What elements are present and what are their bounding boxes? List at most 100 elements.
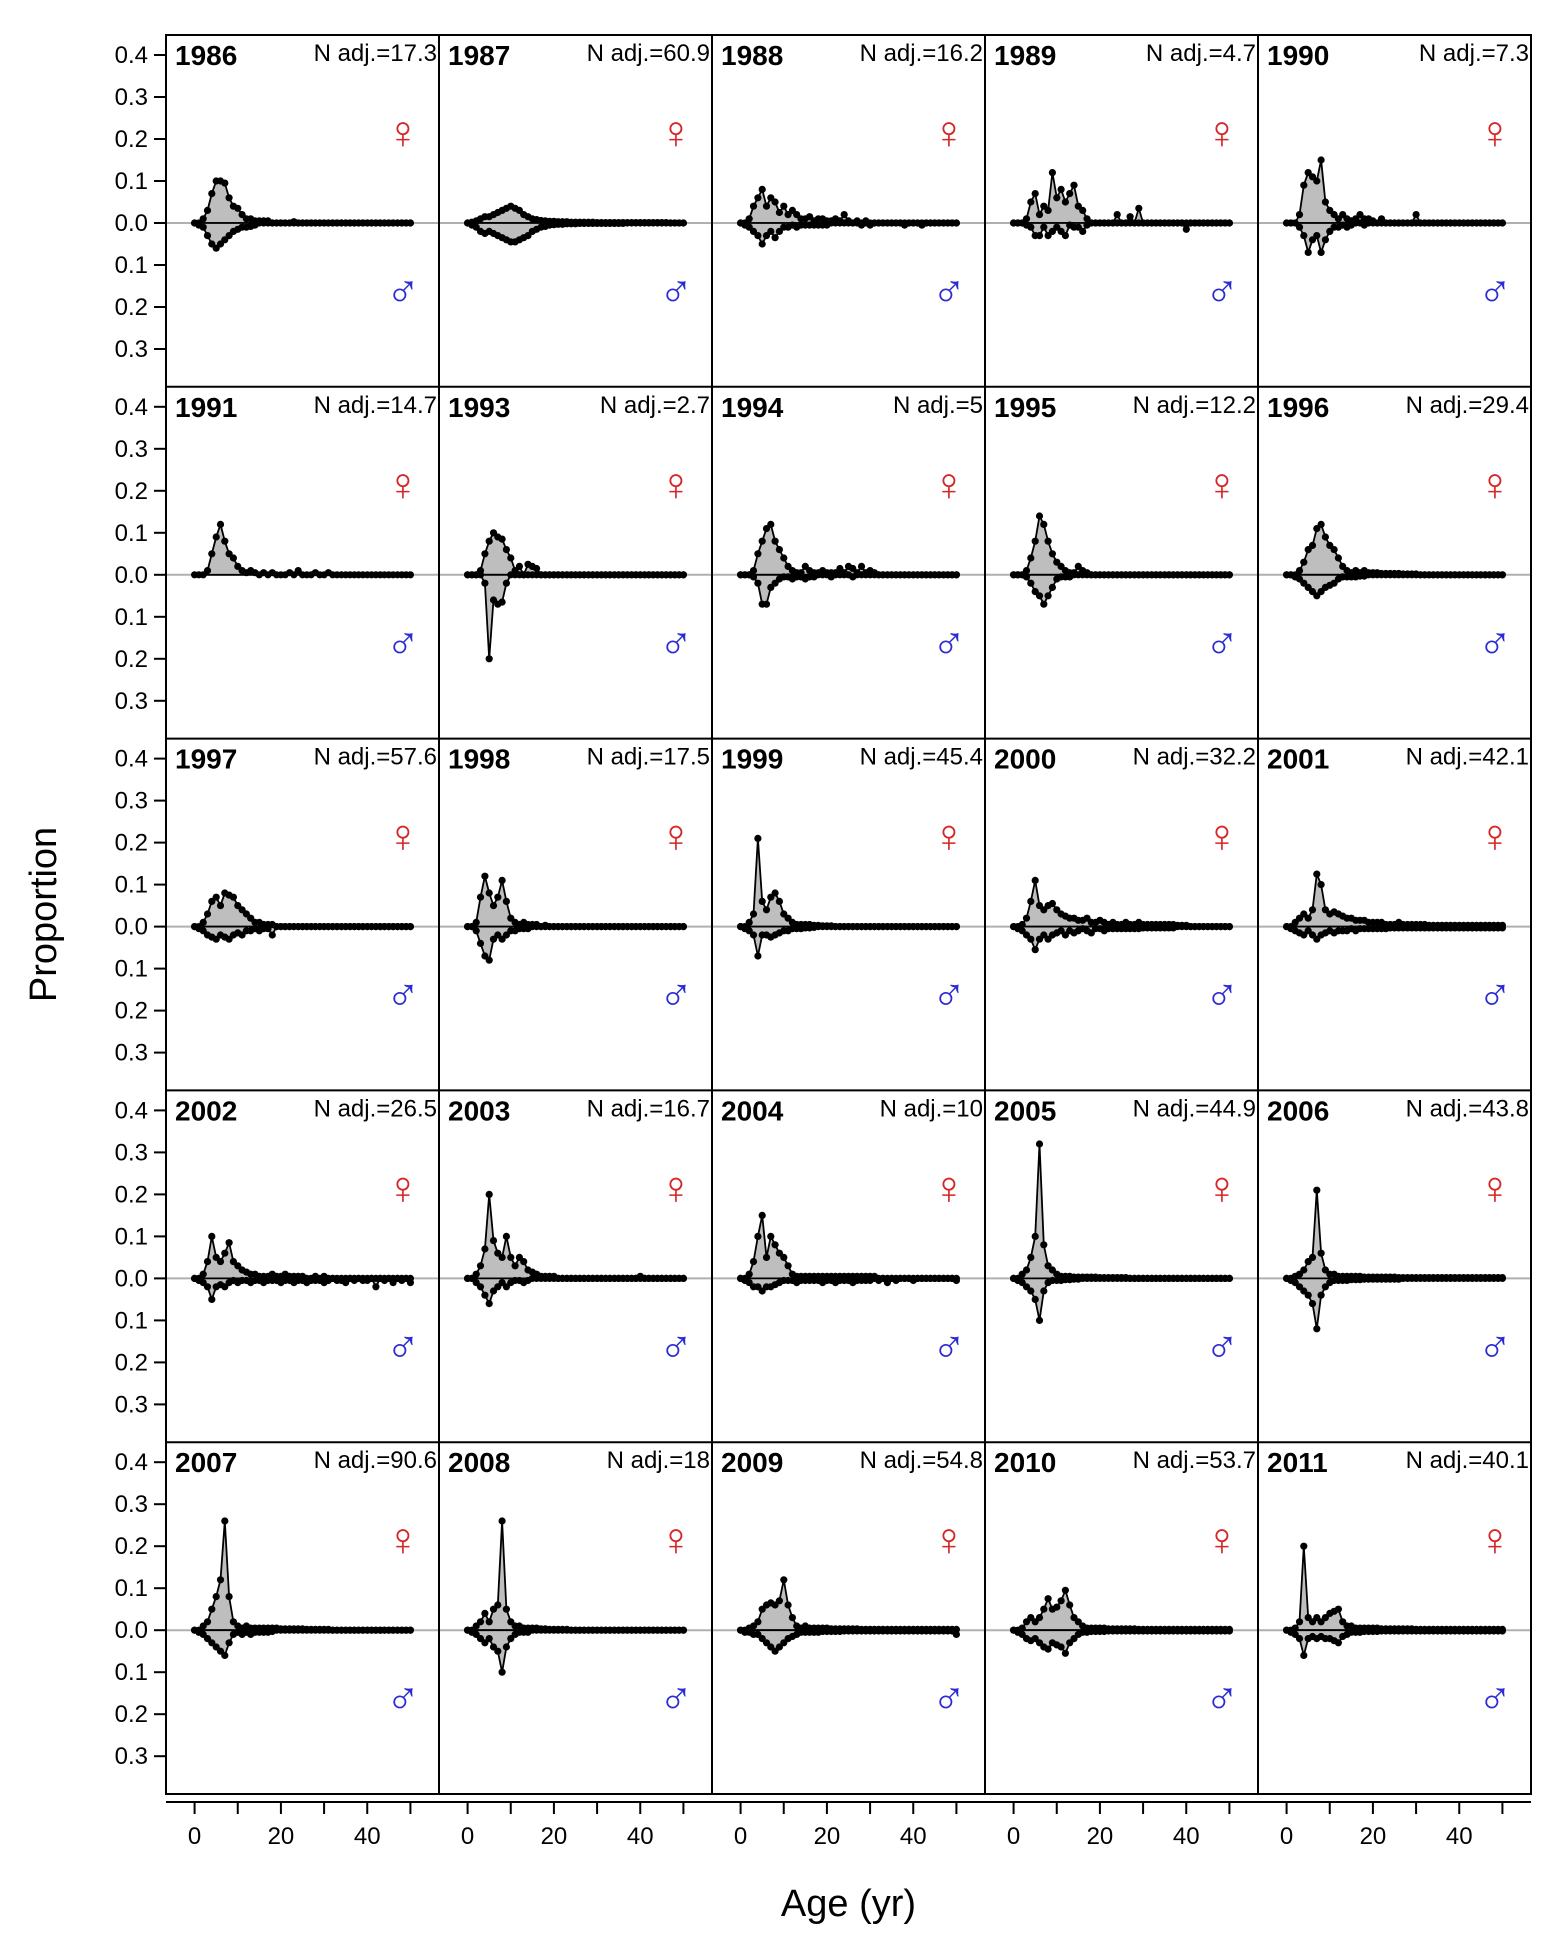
panel-year: 1995 [994, 392, 1056, 423]
male-point [221, 1651, 229, 1659]
y-tick-label: 0.2 [115, 1349, 148, 1376]
female-point [485, 1190, 493, 1198]
male-point [199, 223, 207, 231]
female-point [221, 1249, 229, 1257]
y-tick-label: 0.1 [115, 1223, 148, 1250]
panel-year: 1997 [175, 744, 237, 775]
female-point [212, 533, 220, 541]
male-symbol: ♂ [1478, 617, 1513, 669]
x-tick-label: 20 [1087, 1823, 1114, 1850]
female-point [780, 554, 788, 562]
male-point [1225, 1627, 1233, 1635]
panel-n-adj: N adj.=12.2 [1133, 392, 1256, 419]
female-point [780, 202, 788, 210]
y-tick-label: 0.1 [115, 1575, 148, 1602]
male-point [767, 227, 775, 235]
female-point [1295, 211, 1304, 219]
female-symbol: ♀ [1205, 1513, 1240, 1565]
female-point [1300, 181, 1308, 189]
female-point [225, 1593, 233, 1601]
male-point [1295, 223, 1304, 231]
male-point [754, 232, 762, 240]
female-point [476, 1262, 485, 1270]
female-point [225, 1239, 233, 1247]
male-point [406, 1279, 414, 1287]
male-point [406, 1626, 414, 1634]
male-point [1057, 1643, 1065, 1651]
female-point [1031, 537, 1039, 545]
male-area-1999 [739, 925, 958, 957]
female-point [229, 554, 237, 562]
panel-n-adj: N adj.=42.1 [1406, 744, 1529, 771]
female-point [502, 1232, 510, 1240]
male-point [1304, 1291, 1312, 1299]
panel-n-adj: N adj.=44.9 [1133, 1095, 1256, 1122]
male-point [754, 952, 762, 960]
female-area-1990 [1285, 159, 1504, 224]
y-tick-label: 0.2 [115, 1181, 148, 1208]
male-point [1022, 573, 1031, 581]
male-point [952, 1276, 961, 1285]
male-point [1317, 248, 1325, 256]
female-point [216, 1258, 225, 1266]
female-point [1300, 558, 1308, 566]
x-tick-label: 20 [541, 1823, 568, 1850]
female-point [1061, 198, 1069, 206]
female-point [489, 1237, 498, 1245]
female-point [758, 537, 766, 545]
male-point [758, 240, 766, 248]
female-point [1022, 215, 1031, 223]
y-tick-label: 0.2 [115, 830, 148, 857]
female-point [1031, 1232, 1039, 1240]
female-point [229, 893, 237, 901]
male-point [481, 579, 489, 587]
panel-year: 2009 [721, 1447, 783, 1478]
panel-year: 2001 [1267, 744, 1329, 775]
panel-year: 2002 [175, 1095, 237, 1126]
female-point [212, 893, 220, 901]
male-symbol: ♂ [932, 969, 967, 1021]
female-point [199, 918, 207, 927]
y-tick-label: 0.1 [115, 1659, 148, 1686]
male-symbol: ♂ [659, 617, 694, 669]
male-point [1040, 1287, 1048, 1295]
male-point [1031, 1295, 1039, 1303]
female-point [1308, 1253, 1317, 1261]
x-tick-label: 0 [188, 1823, 201, 1850]
female-point [775, 546, 784, 554]
female-point [1308, 906, 1317, 914]
male-point [749, 931, 758, 939]
panel-year: 2010 [994, 1447, 1056, 1478]
female-point [749, 567, 758, 575]
male-point [679, 571, 688, 579]
male-point [952, 1630, 961, 1638]
male-point [406, 923, 414, 931]
female-point [199, 1270, 207, 1278]
panel-year: 1987 [448, 40, 510, 71]
panel-year: 1990 [1267, 40, 1329, 71]
panel-n-adj: N adj.=57.6 [314, 744, 437, 771]
male-point [203, 232, 212, 240]
male-point [485, 1300, 493, 1308]
male-point [485, 956, 493, 964]
panel-n-adj: N adj.=60.9 [587, 40, 710, 67]
panel-year: 1988 [721, 40, 783, 71]
female-point [754, 1618, 762, 1626]
female-point [1031, 876, 1039, 885]
y-tick-label: 0.0 [115, 210, 148, 237]
female-point [502, 546, 510, 554]
female-point [221, 537, 229, 545]
female-point [1022, 914, 1031, 922]
female-point [1070, 181, 1078, 189]
female-point [1317, 881, 1325, 889]
female-area-1998 [466, 875, 685, 928]
female-point [1317, 520, 1325, 529]
female-point [476, 1618, 485, 1626]
panel-n-adj: N adj.=29.4 [1406, 392, 1529, 419]
female-point [1044, 206, 1052, 214]
female-point [1048, 899, 1056, 908]
male-point [1317, 1291, 1325, 1299]
female-point [216, 520, 225, 529]
y-tick-label: 0.1 [115, 1307, 148, 1334]
male-symbol: ♂ [1478, 969, 1513, 1021]
